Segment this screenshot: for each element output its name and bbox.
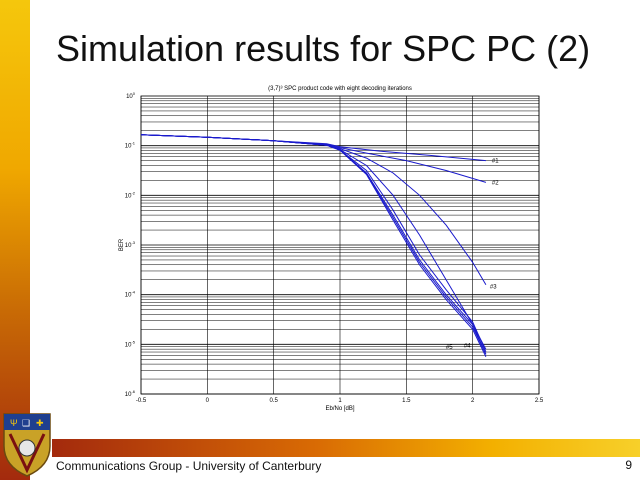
y-tick-label: 10-2 (125, 190, 136, 199)
tick-layer: -0.5 0 0.5 1 1.5 2 2.5 100 10-1 10-2 10-3 10-4 10-5 1… (125, 91, 544, 404)
series-label-layer: #1 #2 #3 #4 #5 (446, 159, 499, 351)
slide-title: Simulation results for SPC PC (2) (56, 28, 591, 69)
svg-text:✚: ✚ (36, 418, 44, 428)
chart-title: (3,7)³ SPC product code with eight decod… (268, 86, 412, 92)
page-number: 9 (625, 458, 632, 472)
x-tick-label: 2 (471, 398, 475, 404)
series-label: #5 (446, 345, 453, 351)
series-label: #4 (464, 343, 471, 349)
y-tick-label: 10-6 (125, 389, 136, 398)
y-tick-label: 100 (126, 91, 136, 100)
x-tick-label: 1 (338, 398, 342, 404)
series-line-8 (140, 134, 487, 358)
y-tick-label: 10-4 (125, 290, 136, 299)
x-axis-label: Eb/No [dB] (325, 406, 354, 412)
y-tick-label: 10-3 (125, 240, 136, 249)
series-label: #2 (492, 180, 499, 186)
grid-lines (140, 96, 540, 395)
left-accent-bar (0, 0, 30, 480)
series-label: #1 (492, 159, 499, 165)
university-crest-logo: Ψ ❑ ✚ (3, 413, 51, 477)
series-layer (140, 134, 487, 358)
x-tick-label: -0.5 (136, 398, 147, 404)
svg-text:❑: ❑ (22, 418, 30, 428)
series-label: #3 (490, 285, 497, 291)
bottom-accent-bar (52, 439, 640, 457)
x-tick-label: 0.5 (269, 398, 278, 404)
y-tick-label: 10-1 (125, 141, 136, 150)
footer-text: Communications Group - University of Can… (56, 459, 322, 473)
y-axis-label: BER (119, 238, 125, 251)
svg-text:Ψ: Ψ (10, 418, 18, 428)
y-tick-label: 10-5 (125, 339, 136, 348)
x-tick-label: 0 (206, 398, 210, 404)
x-tick-label: 2.5 (535, 398, 544, 404)
x-tick-label: 1.5 (402, 398, 411, 404)
